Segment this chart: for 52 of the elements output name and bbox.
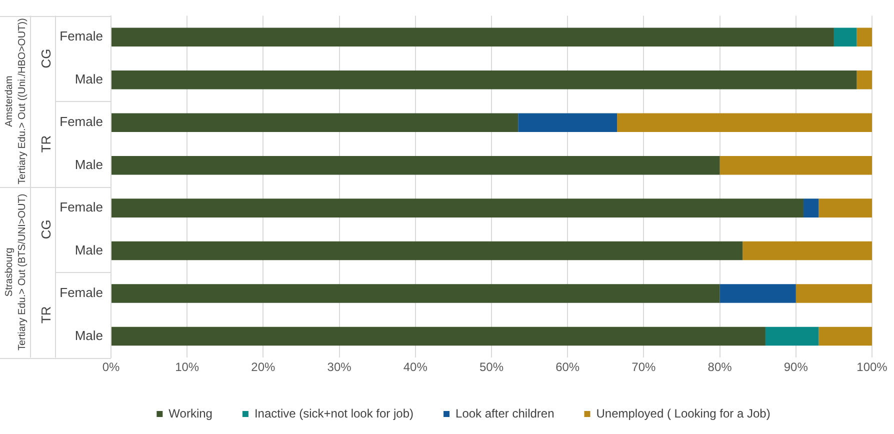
bar	[617, 113, 872, 132]
bar	[818, 326, 872, 346]
bar	[765, 326, 819, 346]
x-tick-label: 30%	[327, 360, 352, 374]
legend-label: Look after children	[456, 406, 554, 420]
x-tick-label: 70%	[632, 360, 656, 374]
text: Tertiary Edu.> Out (BTS/UNI>OUT)	[16, 194, 28, 351]
x-tick-label: 60%	[556, 360, 580, 374]
bar	[112, 326, 766, 346]
x-tick-label: 0%	[102, 360, 120, 374]
bar	[112, 28, 834, 47]
x-tick-label: 40%	[403, 360, 428, 374]
text: Strasbourg	[4, 248, 15, 297]
bar	[804, 198, 819, 218]
bar	[856, 70, 872, 90]
bar	[720, 284, 796, 303]
text: TR	[38, 306, 54, 324]
legend-label: Unemployed ( Looking for a Job)	[596, 406, 770, 420]
y-tick-label: Male	[74, 71, 103, 86]
y-tick-label: Male	[74, 156, 103, 172]
text: TR	[38, 135, 54, 153]
x-tick-label: 100%	[856, 360, 888, 374]
bar	[112, 70, 857, 90]
bar	[112, 241, 743, 260]
bar	[818, 198, 872, 218]
y-tick-label: Female	[60, 114, 103, 130]
bar	[112, 198, 804, 218]
x-tick-label: 10%	[175, 360, 200, 374]
text: CG	[38, 220, 54, 240]
x-tick-label: 80%	[708, 360, 732, 374]
bar	[112, 156, 720, 175]
y-tick-label: Female	[60, 28, 103, 44]
y-tick-label: Female	[60, 200, 103, 215]
text: CG	[38, 48, 54, 68]
y-tick-label: Male	[74, 328, 103, 343]
x-tick-label: 20%	[251, 360, 276, 374]
legend-label: Inactive (sick+not look for job)	[254, 406, 414, 420]
legend-label: Working	[168, 406, 212, 420]
bar	[518, 113, 618, 132]
x-tick-label: 90%	[784, 360, 808, 374]
bar	[112, 113, 518, 132]
bar	[834, 28, 857, 47]
bar	[720, 156, 872, 175]
text: Tertiary Edu.> Out ((Uni./HBO>OUT))	[16, 18, 28, 184]
text: Amsterdam	[4, 76, 15, 127]
bar	[856, 28, 872, 47]
y-tick-label: Female	[60, 285, 103, 300]
bar	[112, 284, 720, 303]
bar	[796, 284, 872, 303]
bar	[742, 241, 872, 260]
x-tick-label: 50%	[479, 360, 504, 374]
y-tick-label: Male	[74, 242, 103, 258]
